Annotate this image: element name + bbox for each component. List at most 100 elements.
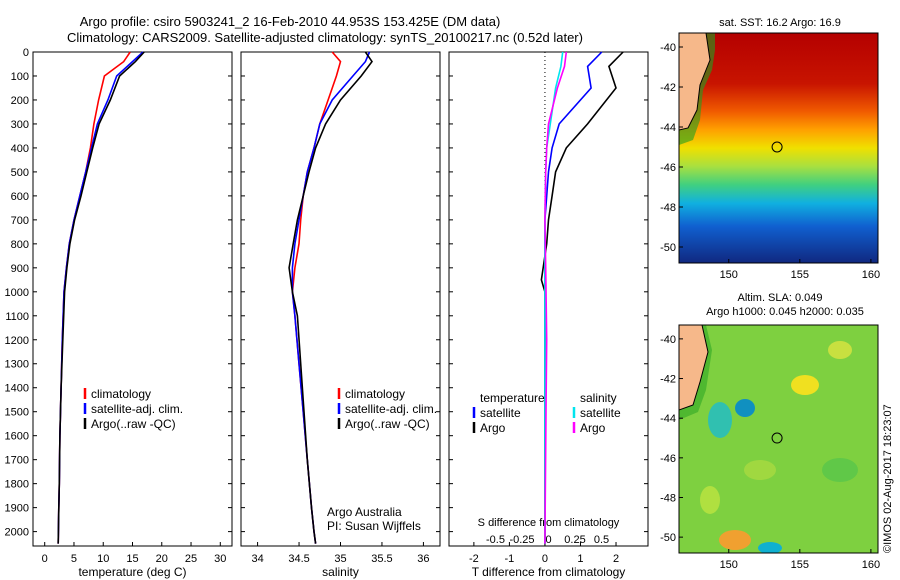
map-lat-tick-label: -48: [660, 202, 676, 214]
depth-tick-label: 1500: [5, 407, 29, 419]
salinity-diff-tick-label: 0.25: [564, 534, 585, 546]
sla-land-tasmania: [679, 325, 709, 411]
temperature-series-0: [57, 51, 131, 544]
depth-tick-label: 0: [23, 47, 29, 59]
depth-tick-label: 1000: [5, 287, 29, 299]
depth-tick-label: 1200: [5, 335, 29, 347]
legend-label: satellite-adj. clim.: [91, 402, 183, 416]
salinity-diff-tick-label: 0.5: [594, 534, 609, 546]
map-lon-tick-label: 150: [720, 269, 738, 281]
legend-group-title: temperature: [480, 391, 545, 405]
temperature-x-tick-label: 5: [71, 553, 77, 565]
depth-tick-label: 500: [11, 167, 29, 179]
map-lon-tick-label: 155: [791, 269, 809, 281]
depth-tick-label: 600: [11, 191, 29, 203]
map-lat-tick-label: -42: [660, 82, 676, 94]
depth-tick-label: 1300: [5, 359, 29, 371]
temperature-x-tick-label: 20: [156, 553, 168, 565]
depth-tick-label: 200: [11, 95, 29, 107]
sla-field: [679, 325, 878, 553]
salinity-series-2: [288, 51, 373, 544]
legend-label: satellite: [480, 406, 521, 420]
legend-label: Argo(..raw -QC): [91, 417, 176, 431]
depth-tick-label: 100: [11, 71, 29, 83]
map-lat-tick-label: -40: [660, 334, 676, 346]
temperature-x-tick-label: 25: [185, 553, 197, 565]
map-lat-tick-label: -46: [660, 162, 676, 174]
map-lat-tick-label: -44: [660, 122, 676, 134]
map-lat-tick-label: -44: [660, 413, 676, 425]
salinity-x-tick-label: 34: [251, 553, 263, 565]
sla-map-title-line2: Argo h1000: 0.045 h2000: 0.035: [706, 306, 864, 318]
sla-map-title-line1: Altim. SLA: 0.049: [738, 292, 823, 304]
temperature-series-2: [57, 51, 145, 544]
sst-map-frame: [678, 32, 879, 264]
salinity-plot-frame: [240, 51, 441, 547]
depth-tick-label: 1400: [5, 383, 29, 395]
temperature-x-axis-label: temperature (deg C): [78, 565, 186, 579]
argo-float-position-marker: [771, 141, 783, 153]
depth-tick-label: 1100: [5, 311, 29, 323]
salinity-diff-tick-label: -0.5: [486, 534, 505, 546]
difference-x-tick-label: -1: [505, 553, 515, 565]
difference-x-tick-label: 0: [542, 553, 548, 565]
difference-x-tick-label: -2: [469, 553, 479, 565]
figure-subtitle: Climatology: CARS2009. Satellite-adjuste…: [67, 30, 583, 45]
salinity-diff-tick-label: -0.25: [509, 534, 534, 546]
legend-label: climatology: [345, 387, 405, 401]
salinity-x-axis-label: salinity: [322, 565, 359, 579]
temperature-plot-frame: [32, 51, 233, 547]
depth-tick-label: 700: [11, 215, 29, 227]
difference-x-tick-label: 2: [613, 553, 619, 565]
depth-tick-label: 1700: [5, 455, 29, 467]
depth-tick-label: 400: [11, 143, 29, 155]
difference-plot-frame: [448, 51, 649, 547]
map-lon-tick-label: 160: [862, 559, 880, 571]
salinity-diff-tick-label: 0: [545, 534, 551, 546]
depth-tick-label: 1800: [5, 479, 29, 491]
legend-label: climatology: [91, 387, 151, 401]
map-lat-tick-label: -48: [660, 492, 676, 504]
legend-label: satellite-adj. clim.: [345, 402, 437, 416]
sst-map-title: sat. SST: 16.2 Argo: 16.9: [719, 17, 841, 29]
salinity-x-tick-label: 36: [417, 553, 429, 565]
imos-timestamp: ©IMOS 02-Aug-2017 18:23:07: [882, 404, 894, 553]
legend-label: satellite: [580, 406, 621, 420]
temperature-x-tick-label: 15: [126, 553, 138, 565]
salinity-series-0: [291, 51, 342, 544]
depth-tick-label: 800: [11, 239, 29, 251]
salinity-diff-axis-label: S difference from climatology: [478, 517, 620, 529]
depth-tick-label: 900: [11, 263, 29, 275]
sla-map: Altim. SLA: 0.049 Argo h1000: 0.045 h200…: [660, 292, 880, 571]
pi-annotation: PI: Susan Wijffels: [327, 519, 421, 533]
map-lat-tick-label: -40: [660, 42, 676, 54]
map-lon-tick-label: 155: [791, 559, 809, 571]
temperature-x-tick-label: 30: [214, 553, 226, 565]
pi-annotation: Argo Australia: [327, 505, 402, 519]
salinity-x-tick-label: 35.5: [371, 553, 392, 565]
map-lat-tick-label: -42: [660, 374, 676, 386]
legend-label: Argo: [480, 421, 506, 435]
difference-series-3: [544, 51, 568, 544]
figure-title: Argo profile: csiro 5903241_2 16-Feb-201…: [80, 14, 501, 29]
difference-series-0: [544, 51, 603, 544]
salinity-x-tick-label: 34.5: [288, 553, 309, 565]
temperature-x-tick-label: 10: [97, 553, 109, 565]
sst-map: sat. SST: 16.2 Argo: 16.9 150 155 160 -40 -4…: [660, 17, 880, 281]
legend-label: Argo(..raw -QC): [345, 417, 430, 431]
sla-map-frame: [678, 324, 879, 554]
sst-field: [679, 33, 878, 263]
salinity-x-tick-label: 35: [334, 553, 346, 565]
sla-anomaly-blobs: [700, 341, 858, 553]
depth-tick-label: 2000: [5, 527, 29, 539]
depth-tick-label: 300: [11, 119, 29, 131]
temperature-series-1: [57, 51, 144, 544]
difference-x-tick-label: 1: [577, 553, 583, 565]
depth-tick-label: 1600: [5, 431, 29, 443]
map-lat-tick-label: -46: [660, 453, 676, 465]
sst-land-tasmania: [679, 33, 711, 131]
difference-x-axis-label: T difference from climatology: [472, 565, 626, 579]
map-lat-tick-label: -50: [660, 242, 676, 254]
argo-float-position-marker: [771, 432, 783, 444]
